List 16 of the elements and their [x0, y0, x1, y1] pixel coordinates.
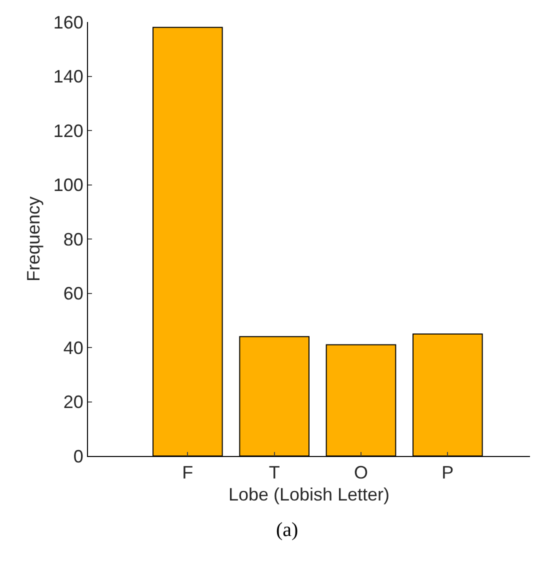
x-axis-title: Lobe (Lobish Letter): [228, 484, 390, 505]
y-tick-label: 60: [63, 284, 84, 304]
y-tick-label: 140: [53, 66, 84, 87]
x-tick-label: F: [182, 462, 194, 483]
text: (a): [276, 519, 298, 541]
y-tick-label: 40: [63, 338, 84, 358]
x-tick-label: T: [268, 462, 280, 483]
y-tick-label: 120: [53, 120, 84, 141]
y-tick-label: 20: [63, 392, 84, 412]
y-tick-label: 160: [53, 12, 84, 32]
y-tick-label: 0: [73, 446, 84, 466]
x-tick-label: O: [354, 462, 368, 483]
y-tick-label: 80: [63, 229, 84, 250]
x-tick-label: P: [442, 462, 454, 483]
y-tick-label: 100: [53, 175, 84, 196]
y-axis-title: Frequency: [24, 196, 44, 282]
